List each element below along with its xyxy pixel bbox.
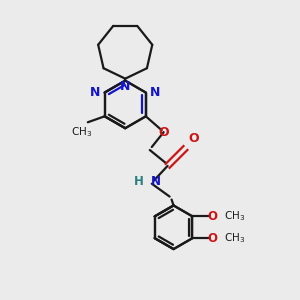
Text: N: N (151, 175, 161, 188)
Text: O: O (207, 232, 217, 245)
Text: CH$_3$: CH$_3$ (71, 125, 92, 139)
Text: H: H (134, 175, 144, 188)
Text: O: O (158, 126, 169, 139)
Text: N: N (150, 86, 160, 99)
Text: N: N (90, 86, 101, 99)
Text: CH$_3$: CH$_3$ (224, 231, 245, 245)
Text: O: O (207, 210, 217, 223)
Text: O: O (188, 132, 199, 145)
Text: N: N (120, 80, 130, 93)
Text: CH$_3$: CH$_3$ (224, 209, 245, 223)
